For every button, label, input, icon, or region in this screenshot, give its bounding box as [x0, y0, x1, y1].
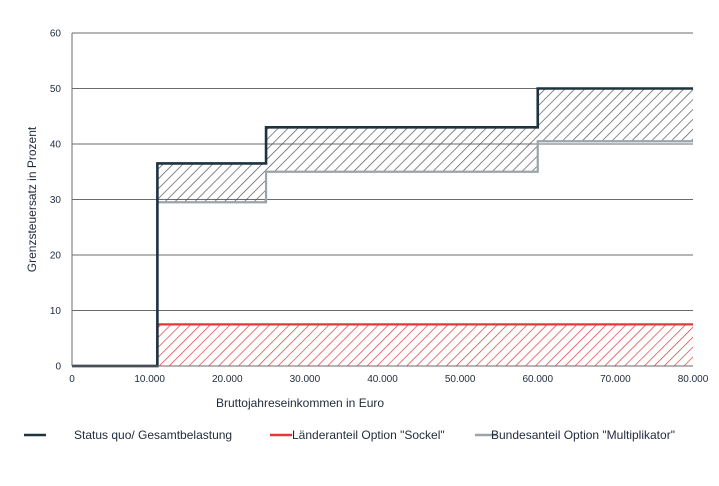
x-tick-label-0: 0 — [69, 374, 75, 385]
y-tick-label-30: 30 — [50, 195, 62, 206]
y-tick-label-60: 60 — [50, 29, 62, 40]
x-tick-label-30000: 30.000 — [290, 374, 321, 385]
x-axis-title: Bruttojahreseinkommen in Euro — [216, 396, 384, 410]
y-tick-label-20: 20 — [50, 251, 62, 262]
x-tick-label-50000: 50.000 — [445, 374, 476, 385]
y-tick-label-40: 40 — [50, 140, 62, 151]
y-tick-labels: 0 10 20 30 40 50 60 — [50, 29, 62, 373]
legend-label-laenderanteil: Länderanteil Option "Sockel" — [292, 428, 445, 442]
x-tick-labels: 0 10.000 20.000 30.000 40.000 50.000 60.000 70.… — [69, 374, 709, 385]
y-tick-label-0: 0 — [55, 362, 61, 373]
x-tick-label-20000: 20.000 — [212, 374, 243, 385]
y-axis-title: Grenzsteuersatz in Prozent — [25, 126, 39, 272]
x-tick-label-60000: 60.000 — [522, 374, 553, 385]
x-tick-label-80000: 80.000 — [678, 374, 709, 385]
x-tick-label-10000: 10.000 — [134, 374, 165, 385]
legend-label-status-quo: Status quo/ Gesamtbelastung — [74, 428, 232, 442]
series-line-status-quo — [72, 87, 693, 368]
y-tick-label-50: 50 — [50, 84, 62, 95]
x-tick-label-40000: 40.000 — [367, 374, 398, 385]
hatched-band-1 — [72, 324, 693, 366]
legend: Status quo/ Gesamtbelastung Länderanteil… — [24, 428, 675, 442]
legend-label-bundesanteil: Bundesanteil Option "Multiplikator" — [491, 428, 675, 442]
x-tick-label-70000: 70.000 — [600, 374, 631, 385]
y-tick-label-10: 10 — [50, 306, 62, 317]
axes — [71, 33, 693, 367]
